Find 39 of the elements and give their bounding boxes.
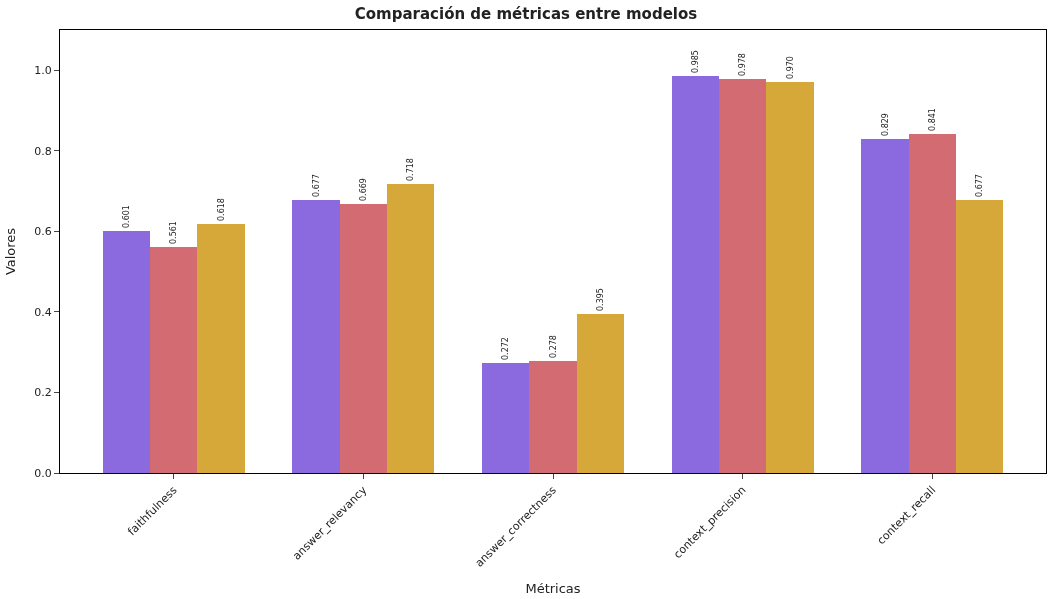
bar (340, 204, 387, 473)
bar (909, 134, 956, 473)
bar (482, 363, 529, 473)
data-label: 0.829 (880, 113, 890, 136)
bar (529, 361, 577, 473)
bar (150, 247, 197, 473)
x-axis-title: Métricas (525, 581, 581, 597)
y-tick-label: 1.0 (34, 64, 52, 78)
y-tick-label: 0.6 (34, 225, 52, 239)
y-tick-label: 0.4 (34, 305, 52, 319)
bar (672, 76, 719, 473)
data-label: 0.669 (359, 178, 368, 201)
bar (103, 231, 150, 473)
y-tick-label: 0.0 (34, 466, 52, 480)
data-label: 0.718 (406, 158, 415, 181)
bar (766, 82, 814, 473)
bar (861, 139, 909, 473)
bar (719, 79, 766, 473)
data-label: 0.561 (169, 221, 178, 244)
data-label: 0.677 (975, 174, 984, 197)
y-tick-label: 0.2 (34, 386, 52, 400)
data-label: 0.985 (691, 50, 700, 73)
bar (197, 224, 245, 473)
y-tick-label: 0.8 (34, 144, 52, 158)
data-label: 0.278 (548, 335, 558, 358)
data-label: 0.970 (785, 56, 795, 79)
data-label: 0.677 (311, 174, 321, 197)
bar (292, 200, 340, 473)
chart-title: Comparación de métricas entre modelos (354, 5, 698, 24)
bar (577, 314, 624, 473)
data-label: 0.618 (216, 198, 226, 221)
bar (387, 184, 434, 473)
bar (956, 200, 1003, 473)
data-label: 0.272 (501, 337, 510, 360)
data-label: 0.395 (596, 288, 605, 311)
data-label: 0.978 (738, 53, 747, 76)
data-label: 0.601 (122, 205, 131, 228)
y-axis-title: Valores (3, 227, 19, 276)
data-label: 0.841 (928, 108, 937, 131)
